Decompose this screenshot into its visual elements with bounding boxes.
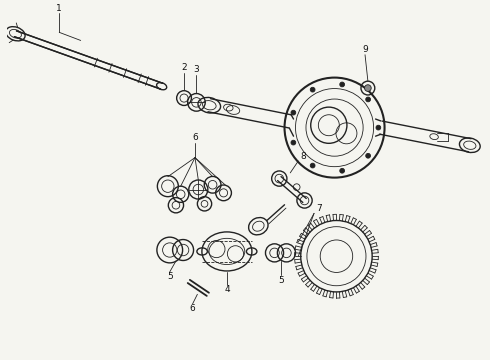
Text: 5: 5 <box>278 275 284 284</box>
Circle shape <box>291 110 296 115</box>
Text: 6: 6 <box>192 133 198 142</box>
Text: 3: 3 <box>194 65 199 74</box>
Text: 8: 8 <box>300 152 306 161</box>
Circle shape <box>340 82 344 87</box>
Circle shape <box>310 163 315 168</box>
Circle shape <box>365 85 371 91</box>
Circle shape <box>291 140 296 145</box>
Polygon shape <box>14 31 163 89</box>
Circle shape <box>310 87 315 92</box>
Text: 1: 1 <box>56 4 62 13</box>
Circle shape <box>366 153 370 158</box>
Text: 6: 6 <box>190 304 196 313</box>
Circle shape <box>366 97 370 102</box>
Text: 5: 5 <box>167 272 172 281</box>
Text: 7: 7 <box>316 204 322 213</box>
Text: 2: 2 <box>181 63 187 72</box>
Text: 4: 4 <box>224 285 230 294</box>
Circle shape <box>340 168 344 173</box>
Circle shape <box>376 125 381 130</box>
Text: 9: 9 <box>362 45 368 54</box>
